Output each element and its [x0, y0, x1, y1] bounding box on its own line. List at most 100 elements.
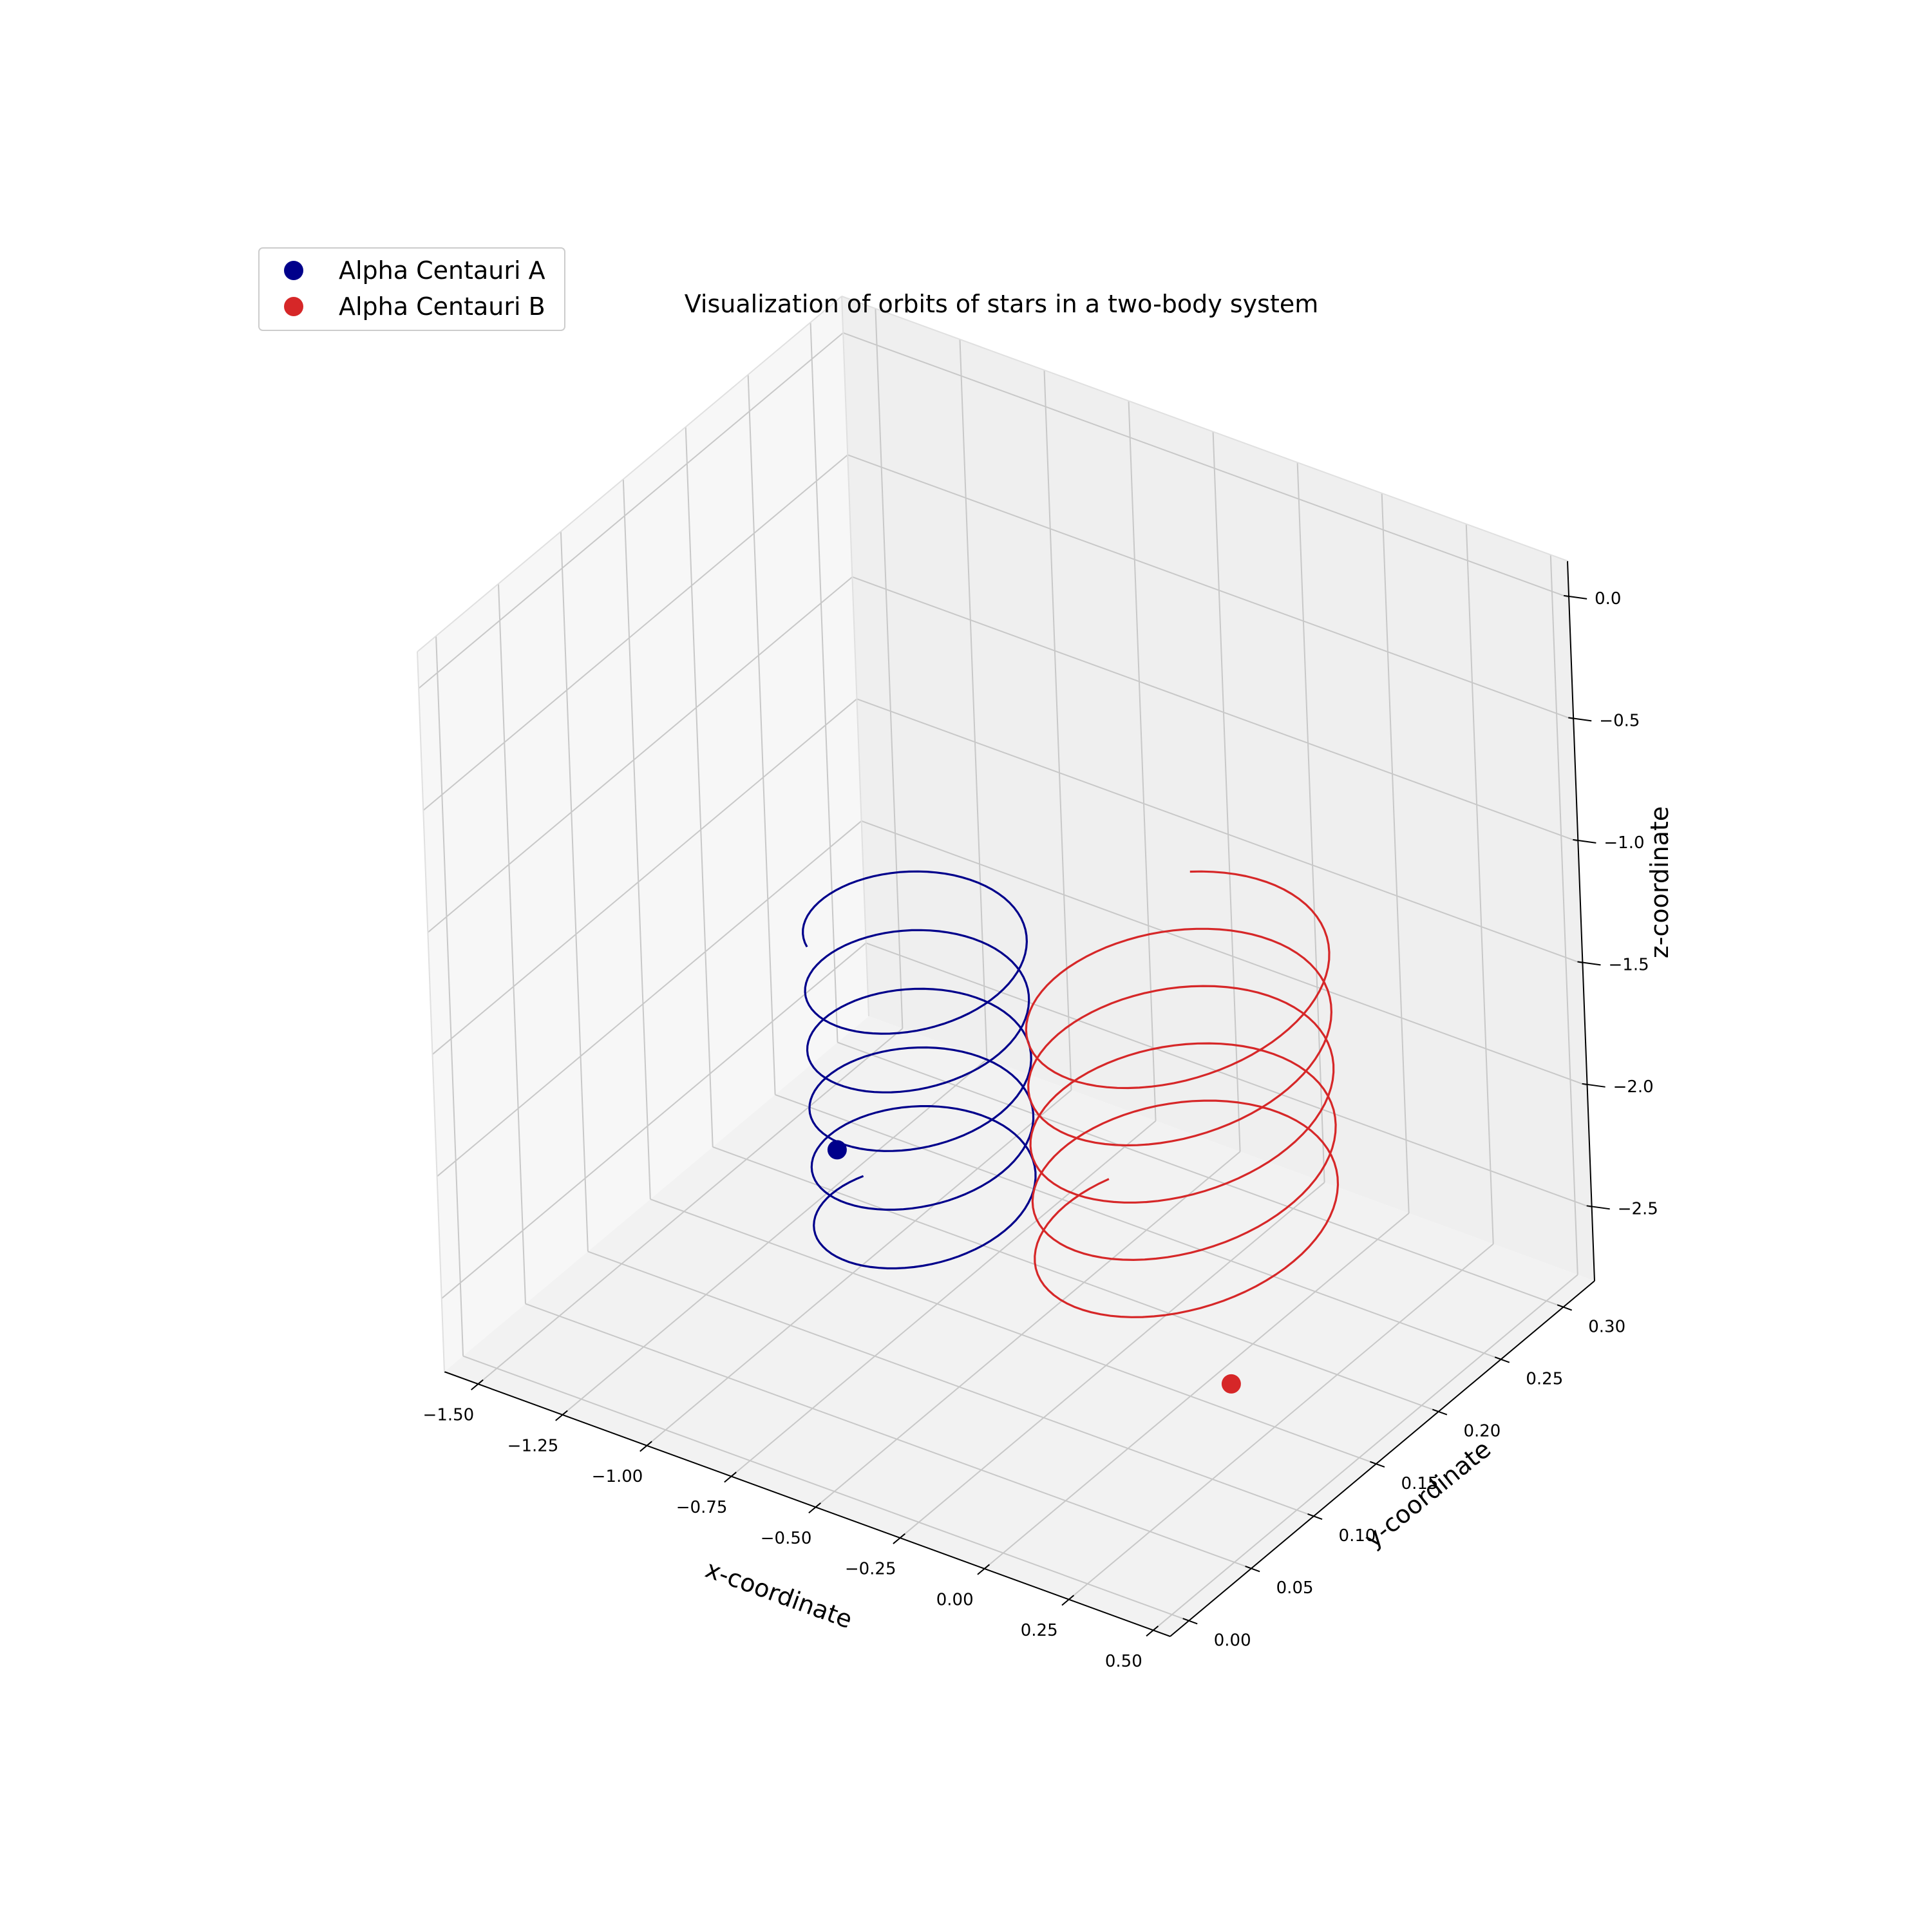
x-tick-label: −0.75 [676, 1498, 728, 1517]
legend-frame [258, 247, 565, 331]
pane-left [417, 296, 869, 1372]
x-tick-label: −1.00 [592, 1467, 643, 1486]
pane-edge [417, 651, 445, 1372]
gridline-z-back [842, 332, 1569, 598]
gridline-y-floor [775, 1094, 1501, 1360]
gridline-x-back [1549, 554, 1578, 1275]
y-tick-mark [1432, 1408, 1448, 1416]
gridline-z-back [847, 454, 1574, 721]
x-tick-label: −1.50 [423, 1406, 475, 1425]
gridline-y-floor [525, 1303, 1252, 1569]
gridline-z-back [852, 576, 1578, 842]
z-tick-label: −1.0 [1604, 833, 1644, 853]
z-axis-label: z-coordinate [1645, 806, 1674, 958]
gridline-x-floor [1068, 1243, 1494, 1600]
gridline-x-floor [815, 1151, 1241, 1508]
gridline-z-left [441, 942, 867, 1300]
z-tick-mark [1563, 594, 1587, 600]
gridline-y-floor [587, 1251, 1314, 1517]
x-tick-mark [555, 1410, 568, 1421]
x-tick-mark [808, 1502, 821, 1514]
y-tick-label: 0.20 [1463, 1422, 1501, 1441]
legend-marker-alpha-centauri-b [284, 297, 303, 316]
y-tick-label: 0.00 [1214, 1631, 1251, 1650]
gridline-z-back [857, 698, 1583, 965]
legend: Alpha Centauri A Alpha Centauri B [258, 247, 565, 331]
series-line-0 [802, 870, 1037, 1270]
gridline-y-left [435, 636, 464, 1356]
pane-edge [417, 296, 842, 652]
gridline-x-back [959, 339, 988, 1059]
x-tick-mark [893, 1533, 905, 1544]
gridline-x-floor [900, 1182, 1325, 1539]
gridline-y-left [622, 479, 651, 1200]
gridline-y-floor [462, 1355, 1189, 1622]
x-tick-label: −0.50 [761, 1529, 812, 1548]
gridline-x-floor [1153, 1274, 1578, 1631]
gridline-y-left [497, 583, 526, 1304]
legend-label-alpha-centauri-a: Alpha Centauri A [339, 256, 545, 285]
grid-lines [418, 308, 1593, 1631]
x-tick-mark [977, 1564, 990, 1575]
z-tick-mark [1586, 1205, 1610, 1210]
gridline-x-back [1465, 524, 1494, 1244]
gridline-z-back [861, 820, 1587, 1086]
series-markers [827, 1140, 1241, 1394]
gridline-x-floor [477, 1028, 904, 1385]
z-tick-label: 0.0 [1595, 589, 1621, 609]
y-tick-label: 0.30 [1588, 1317, 1625, 1336]
gridline-z-left [436, 820, 862, 1177]
x-tick-mark [1061, 1595, 1075, 1606]
gridline-x-back [1128, 401, 1157, 1121]
tick-marks [471, 594, 1610, 1637]
gridline-z-left [431, 698, 858, 1056]
z-tick-label: −1.5 [1609, 955, 1649, 974]
axis-lines [417, 296, 1595, 1637]
z-axis-line [1567, 560, 1595, 1282]
gridline-z-left [418, 332, 844, 689]
gridline-x-floor [562, 1059, 988, 1416]
y-tick-label: 0.25 [1526, 1369, 1563, 1388]
gridline-z-back [866, 942, 1593, 1209]
y-tick-mark [1494, 1356, 1510, 1363]
legend-label-alpha-centauri-b: Alpha Centauri B [339, 292, 545, 321]
gridline-x-back [1212, 431, 1241, 1152]
z-tick-label: −2.0 [1613, 1077, 1654, 1097]
y-tick-mark [1245, 1566, 1260, 1573]
x-tick-mark [1146, 1625, 1159, 1637]
x-tick-mark [639, 1441, 652, 1452]
gridline-x-floor [730, 1120, 1157, 1477]
series-lines [802, 870, 1340, 1318]
gridline-y-floor [712, 1146, 1439, 1412]
legend-marker-alpha-centauri-a [284, 261, 303, 280]
gridline-x-back [875, 308, 904, 1029]
chart-title: Visualization of orbits of stars in a tw… [685, 290, 1319, 318]
z-tick-mark [1577, 961, 1601, 966]
pane-edge [841, 296, 1568, 562]
gridline-y-left [810, 322, 838, 1043]
z-tick-mark [1568, 717, 1592, 722]
tick-labels: −1.50 −1.25 −1.00 −0.75 −0.50 −0.25 0.00 0.25 0.… [423, 589, 1658, 1671]
x-tick-label: 0.00 [936, 1590, 974, 1609]
x-tick-label: 0.50 [1105, 1652, 1142, 1671]
z-tick-mark [1582, 1083, 1605, 1088]
gridline-z-left [422, 454, 848, 811]
x-tick-label: −1.25 [507, 1436, 559, 1455]
gridline-y-left [560, 531, 589, 1252]
gridline-x-floor [984, 1213, 1410, 1569]
pane-back [842, 296, 1595, 1281]
series-start-marker-0 [827, 1140, 847, 1160]
series-start-marker-1 [1221, 1374, 1241, 1394]
x-tick-label: −0.25 [845, 1560, 896, 1579]
z-tick-mark [1573, 838, 1596, 844]
gridline-x-floor [646, 1089, 1072, 1446]
pane-edge [841, 296, 869, 1017]
gridline-x-back [1381, 493, 1410, 1213]
y-tick-label: 0.05 [1276, 1578, 1314, 1598]
y-axis-line [1170, 1280, 1595, 1637]
gridline-y-floor [837, 1041, 1564, 1308]
y-tick-mark [1557, 1304, 1573, 1311]
y-tick-label: 0.15 [1401, 1474, 1439, 1493]
y-tick-mark [1182, 1618, 1198, 1625]
